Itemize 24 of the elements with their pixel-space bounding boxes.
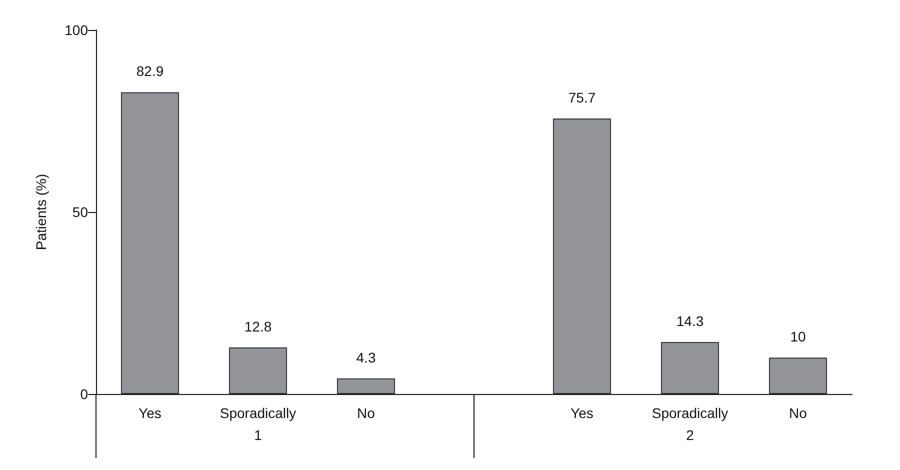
bar xyxy=(337,378,395,394)
y-axis-title: Patients (%) xyxy=(33,174,49,250)
data-label: 10 xyxy=(790,328,806,345)
text: 1 xyxy=(254,427,262,443)
data-label: 12.8 xyxy=(244,318,272,334)
x-tick-label: No xyxy=(357,405,376,421)
bar xyxy=(769,358,827,394)
y-tick-label: 100 xyxy=(64,22,88,38)
x-tick-label: Yes xyxy=(570,405,594,421)
data-label: 82.9 xyxy=(136,63,164,80)
bar xyxy=(121,92,179,394)
bar xyxy=(553,118,611,394)
bar xyxy=(229,347,287,394)
y-tick-label: 0 xyxy=(80,386,88,402)
x-tick-label: Sporadically xyxy=(652,405,728,421)
x-tick-label: Sporadically xyxy=(220,405,296,421)
data-label: 4.3 xyxy=(356,349,376,366)
x-tick-label: No xyxy=(789,405,808,421)
y-tick-label: 50 xyxy=(72,204,88,220)
data-label: 14.3 xyxy=(676,312,704,329)
bar xyxy=(661,342,719,394)
data-label: 75.7 xyxy=(568,89,596,106)
x-tick-label: Yes xyxy=(138,405,162,421)
text: 2 xyxy=(686,427,694,443)
